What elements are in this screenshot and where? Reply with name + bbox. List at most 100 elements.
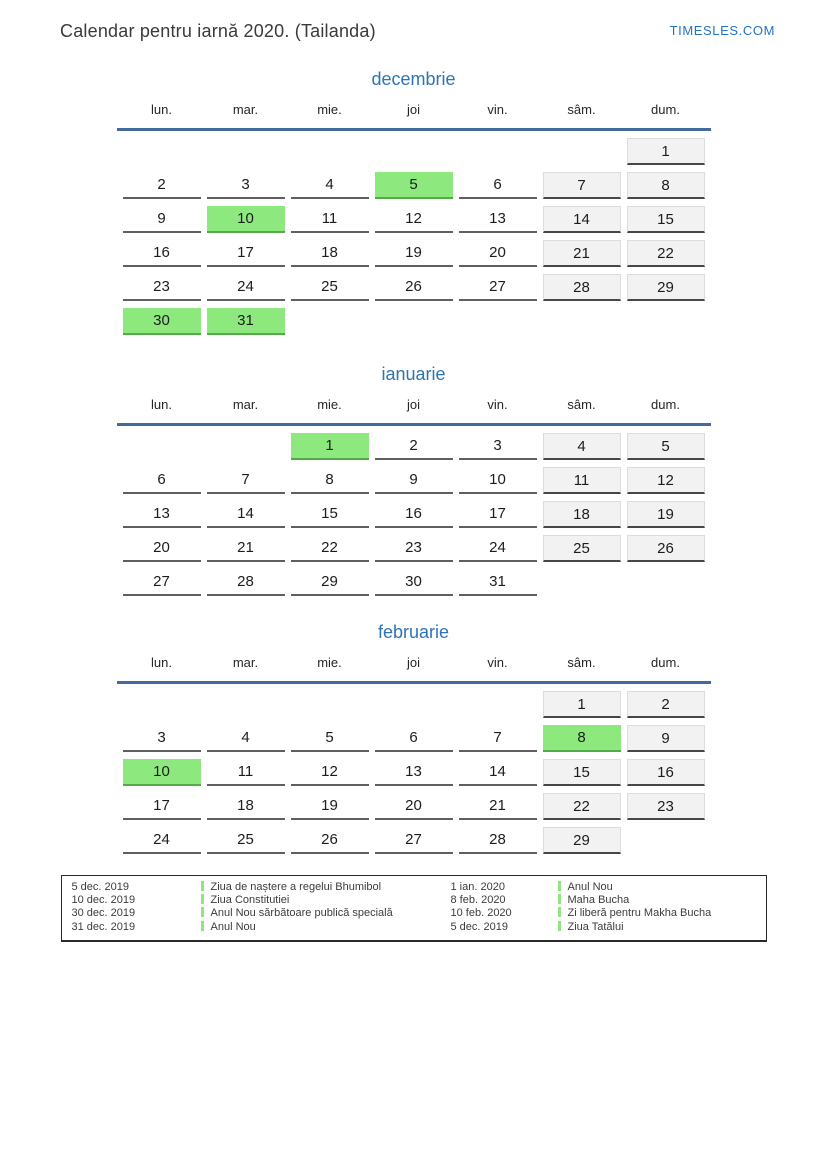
empty-cell: [207, 138, 285, 165]
weekday-label: sâm.: [567, 102, 596, 117]
day-cell: 15: [290, 501, 369, 528]
legend-item: Anul Nou: [200, 920, 451, 934]
empty-cell: [123, 433, 201, 460]
day-cell: 6: [122, 467, 201, 494]
day-cell: 8: [290, 467, 369, 494]
day-cell-weekend: 29: [542, 827, 621, 854]
page-header: Calendar pentru iarnă 2020. (Tailanda) T…: [0, 0, 827, 42]
weekday-label: sâm.: [567, 655, 596, 670]
day-cell-weekend: 26: [626, 535, 705, 562]
legend-label: Zi liberă pentru Makha Bucha: [567, 907, 712, 920]
day-cell: 12: [374, 206, 453, 233]
day-cell-weekend: 15: [626, 206, 705, 233]
day-cell: 28: [458, 827, 537, 854]
day-cell: 20: [458, 240, 537, 267]
holiday-marker-icon: [200, 881, 204, 891]
day-cell: 4: [290, 172, 369, 199]
weekday-label: vin.: [487, 655, 508, 670]
site-link[interactable]: TIMESLES.COM: [669, 23, 775, 38]
weekday-label: mie.: [317, 102, 342, 117]
day-cell: 9: [374, 467, 453, 494]
weekday-underline: [116, 128, 711, 131]
days-grid: 1 2 3 4 5 6 7 8 9 10 11 12 13 14 15 16 17 18 19 20 21 22 23 24 2…: [117, 131, 711, 342]
holiday-marker-icon: [557, 881, 561, 891]
calendar-week-row: 9 10 11 12 13 14 15: [122, 206, 705, 233]
legend-label: Ziua Tatălui: [567, 920, 624, 933]
day-cell: 19: [374, 240, 453, 267]
empty-cell: [291, 308, 369, 335]
weekday-label: dum.: [651, 655, 680, 670]
weekday-header-row: lun. mar. mie. joi vin. sâm. dum.: [117, 655, 711, 681]
day-cell-weekend: 4: [542, 433, 621, 460]
day-cell-weekend: 1: [542, 691, 621, 718]
day-cell: 21: [206, 535, 285, 562]
day-cell: 13: [122, 501, 201, 528]
day-cell: 29: [290, 569, 369, 596]
days-grid: 1 2 3 4 5 6 7 8 9 10 11 12 13 14 15 16 17 18 19 20 21 22 23 24 2…: [117, 684, 711, 861]
day-cell: 20: [122, 535, 201, 562]
day-cell: 6: [374, 725, 453, 752]
legend-label: Anul Nou: [567, 881, 613, 893]
month-ianuarie: ianuarie lun. mar. mie. joi vin. sâm. dum. 1 2 3 4 5…: [0, 363, 827, 603]
day-cell: 13: [458, 206, 537, 233]
day-cell: 26: [290, 827, 369, 854]
legend-date: 10 feb. 2020: [450, 907, 512, 920]
day-cell: 25: [206, 827, 285, 854]
day-cell: 14: [458, 759, 537, 786]
calendar-week-row: 1: [123, 138, 705, 165]
day-cell: 27: [458, 274, 537, 301]
day-cell: 24: [458, 535, 537, 562]
day-cell-weekend: 9: [626, 725, 705, 752]
legend-item: Zi liberă pentru Makha Bucha: [557, 907, 758, 920]
day-cell-weekend: 16: [626, 759, 705, 786]
day-cell-weekend: 19: [626, 501, 705, 528]
day-cell-holiday: 10: [122, 759, 201, 786]
calendar-week-row: 24 25 26 27 28 29: [122, 827, 705, 854]
legend-date: 8 feb. 2020: [450, 894, 506, 907]
day-cell: 16: [122, 240, 201, 267]
calendar-week-row: 30 31: [122, 308, 705, 335]
month-februarie: februarie lun. mar. mie. joi vin. sâm. dum. 1 2 3 4…: [0, 621, 827, 861]
holiday-legend: 5 dec. 2019 Ziua de naștere a regelui Bhu…: [60, 875, 767, 942]
calendar-week-row: 17 18 19 20 21 22 23: [122, 793, 705, 820]
weekday-underline: [116, 423, 711, 426]
day-cell: 14: [206, 501, 285, 528]
legend-item: Anul Nou: [557, 881, 758, 894]
weekday-label: joi: [406, 655, 420, 670]
day-cell: 26: [374, 274, 453, 301]
day-cell-weekend: 12: [626, 467, 705, 494]
legend-grid: 5 dec. 2019 Ziua de naștere a regelui Bhu…: [72, 881, 758, 934]
empty-cell: [291, 138, 369, 165]
day-cell-weekend: 2: [626, 691, 705, 718]
day-cell-holiday: 30: [122, 308, 201, 335]
calendar-week-row: 13 14 15 16 17 18 19: [122, 501, 705, 528]
holiday-marker-icon: [557, 907, 561, 918]
legend-label: Anul Nou: [210, 920, 256, 933]
empty-cell: [543, 138, 621, 165]
day-cell-holiday: 31: [206, 308, 285, 335]
day-cell: 27: [122, 569, 201, 596]
day-cell: 3: [458, 433, 537, 460]
empty-cell: [627, 569, 705, 596]
day-cell: 17: [458, 501, 537, 528]
holiday-marker-icon: [557, 920, 561, 931]
day-cell-weekend: 22: [542, 793, 621, 820]
weekday-label: mie.: [317, 655, 342, 670]
empty-cell: [291, 691, 369, 718]
empty-cell: [375, 138, 453, 165]
calendar-week-row: 27 28 29 30 31: [122, 569, 705, 596]
day-cell: 3: [122, 725, 201, 752]
weekday-label: vin.: [487, 397, 508, 412]
months-container: decembrie lun. mar. mie. joi vin. sâm. dum. 1 2 3 4…: [0, 68, 827, 861]
legend-date: 1 ian. 2020: [450, 881, 505, 893]
holiday-marker-icon: [200, 907, 204, 918]
day-cell-weekend: 25: [542, 535, 621, 562]
legend-date: 31 dec. 2019: [71, 920, 136, 933]
day-cell: 7: [206, 467, 285, 494]
weekday-underline: [116, 681, 711, 684]
day-cell: 19: [290, 793, 369, 820]
calendar-week-row: 6 7 8 9 10 11 12: [122, 467, 705, 494]
day-cell-weekend: 23: [626, 793, 705, 820]
